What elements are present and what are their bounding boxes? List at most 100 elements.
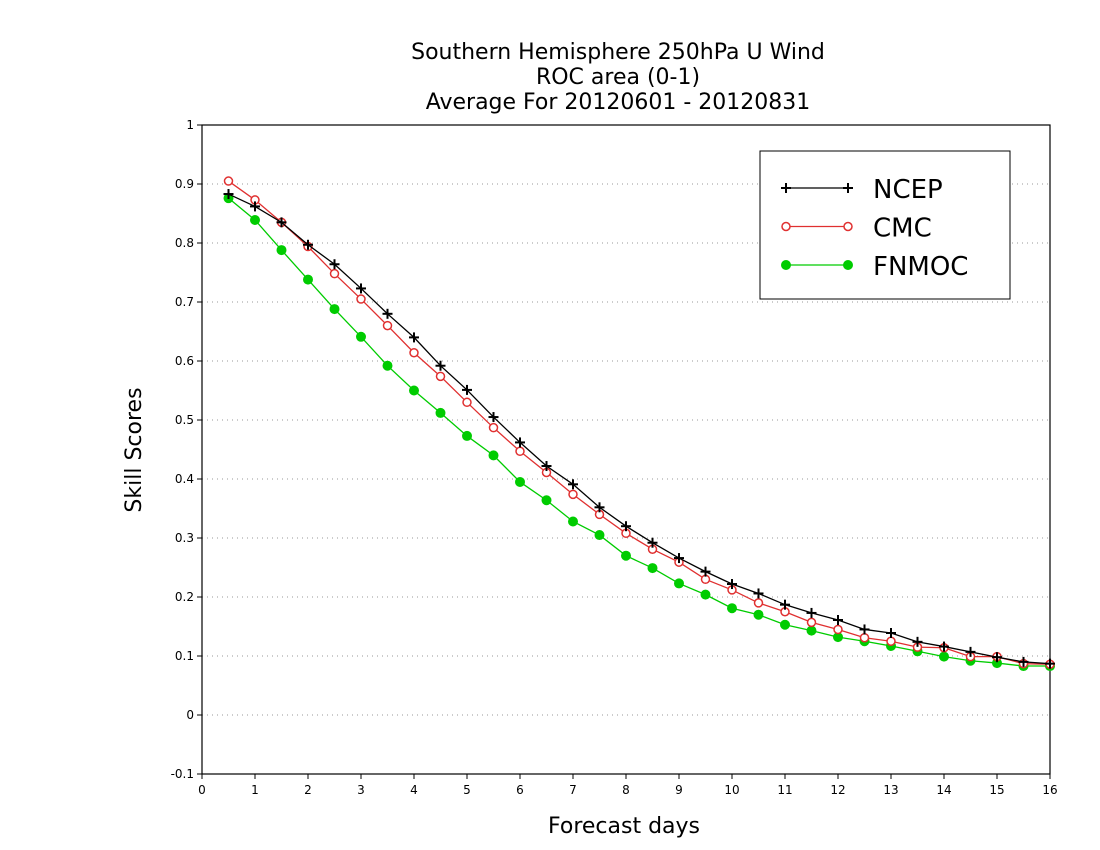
- data-point-cmc: [462, 397, 472, 408]
- data-point-fnmoc: [621, 550, 631, 561]
- data-point-ncep: [1018, 656, 1029, 667]
- data-point-fnmoc: [568, 516, 578, 527]
- x-tick-label: 7: [569, 783, 577, 797]
- data-point-fnmoc: [727, 603, 737, 614]
- data-point-ncep: [833, 615, 843, 626]
- data-point-fnmoc: [647, 563, 658, 574]
- data-point-ncep: [515, 437, 525, 448]
- legend-item-cmc: CMC: [781, 214, 932, 244]
- data-point-ncep: [382, 308, 393, 319]
- x-tick-label: 14: [936, 783, 951, 797]
- chart-title-line-1: Southern Hemisphere 250hPa U Wind: [411, 40, 825, 65]
- data-point-fnmoc: [382, 360, 393, 371]
- data-point-cmc: [488, 422, 499, 433]
- legend-marker-left: [781, 183, 791, 193]
- y-tick-label: -0.1: [171, 767, 194, 781]
- data-point-ncep: [276, 217, 287, 228]
- data-point-fnmoc: [250, 214, 260, 225]
- data-point-ncep: [223, 189, 234, 200]
- legend-box: [759, 150, 1011, 300]
- y-tick-label: 0.4: [175, 472, 194, 486]
- data-point-fnmoc: [674, 578, 684, 589]
- data-point-ncep: [753, 588, 764, 599]
- data-point-ncep: [939, 641, 949, 652]
- x-tick-label: 4: [410, 783, 418, 797]
- data-point-ncep: [594, 502, 605, 513]
- data-point-cmc: [753, 598, 764, 608]
- series-line-ncep: [228, 193, 1051, 665]
- y-axis-label: Skill Scores: [122, 387, 147, 512]
- y-tick-label: 0.3: [175, 531, 194, 545]
- data-point-cmc: [886, 636, 896, 646]
- data-point-cmc: [382, 320, 393, 331]
- data-point-fnmoc: [488, 450, 499, 461]
- data-point-cmc: [223, 176, 234, 186]
- data-point-ncep: [409, 332, 419, 343]
- data-point-fnmoc: [329, 304, 340, 315]
- y-tick-label: 0: [186, 708, 194, 722]
- data-point-ncep: [250, 201, 260, 212]
- data-point-fnmoc: [409, 385, 419, 396]
- y-axis-ticks: -0.1 0 0.1 0.2 0.3 0.4 0.5 0.6 0.7 0.8 0.9 1: [171, 118, 202, 781]
- x-tick-label: 3: [357, 783, 365, 797]
- data-point-cmc: [833, 624, 843, 635]
- data-point-fnmoc: [356, 331, 366, 342]
- x-tick-label: 10: [724, 783, 739, 797]
- y-tick-label: 0.6: [175, 354, 194, 368]
- data-point-ncep: [329, 259, 340, 270]
- legend-marker-left: [781, 260, 791, 270]
- x-axis-label: Forecast days: [548, 814, 700, 839]
- data-point-fnmoc: [700, 589, 711, 600]
- legend-label: NCEP: [873, 175, 943, 205]
- data-point-fnmoc: [515, 476, 525, 487]
- data-point-cmc: [859, 632, 870, 643]
- data-point-fnmoc: [462, 430, 472, 441]
- legend: NCEP CMC FNMOC: [759, 150, 1011, 300]
- legend-label: FNMOC: [873, 252, 968, 282]
- series-layer: [223, 176, 1055, 672]
- data-point-cmc: [356, 294, 366, 304]
- y-tick-label: 0.7: [175, 295, 194, 309]
- data-point-fnmoc: [541, 495, 552, 506]
- legend-marker-right: [843, 260, 853, 270]
- series-fnmoc: [223, 193, 1055, 672]
- data-point-fnmoc: [594, 530, 605, 541]
- data-point-ncep: [965, 646, 976, 657]
- legend-marker-right: [843, 183, 853, 193]
- x-tick-label: 13: [883, 783, 898, 797]
- x-tick-label: 16: [1042, 783, 1057, 797]
- x-tick-label: 2: [304, 783, 312, 797]
- data-point-ncep: [674, 553, 684, 564]
- chart-title-line-3: Average For 20120601 - 20120831: [426, 90, 811, 115]
- data-point-ncep: [356, 283, 366, 294]
- data-point-ncep: [992, 652, 1002, 663]
- data-point-ncep: [1045, 658, 1055, 669]
- data-point-fnmoc: [753, 609, 764, 620]
- data-point-ncep: [541, 461, 552, 472]
- data-point-ncep: [568, 479, 578, 490]
- series-ncep: [223, 189, 1055, 669]
- data-point-ncep: [727, 579, 737, 590]
- chart-title: Southern Hemisphere 250hPa U Wind ROC ar…: [411, 40, 825, 115]
- x-tick-label: 15: [989, 783, 1004, 797]
- y-tick-label: 0.9: [175, 177, 194, 191]
- data-point-ncep: [912, 636, 923, 647]
- y-tick-label: 0.8: [175, 236, 194, 250]
- x-tick-label: 5: [463, 783, 471, 797]
- y-tick-label: 0.1: [175, 649, 194, 663]
- data-point-ncep: [806, 607, 817, 618]
- x-tick-label: 12: [830, 783, 845, 797]
- data-point-fnmoc: [806, 625, 817, 636]
- x-tick-label: 0: [198, 783, 206, 797]
- data-point-ncep: [435, 360, 446, 371]
- legend-item-fnmoc: FNMOC: [781, 252, 968, 282]
- data-point-fnmoc: [435, 407, 446, 418]
- x-tick-label: 1: [251, 783, 259, 797]
- x-axis-ticks: 0 1 2 3 4 5 6 7 8 9 10 11 12 13 14 15 16: [198, 774, 1058, 797]
- data-point-ncep: [488, 412, 499, 423]
- data-point-ncep: [462, 384, 472, 395]
- x-tick-label: 6: [516, 783, 524, 797]
- data-point-fnmoc: [939, 651, 949, 662]
- data-point-ncep: [621, 521, 631, 532]
- data-point-ncep: [780, 599, 790, 610]
